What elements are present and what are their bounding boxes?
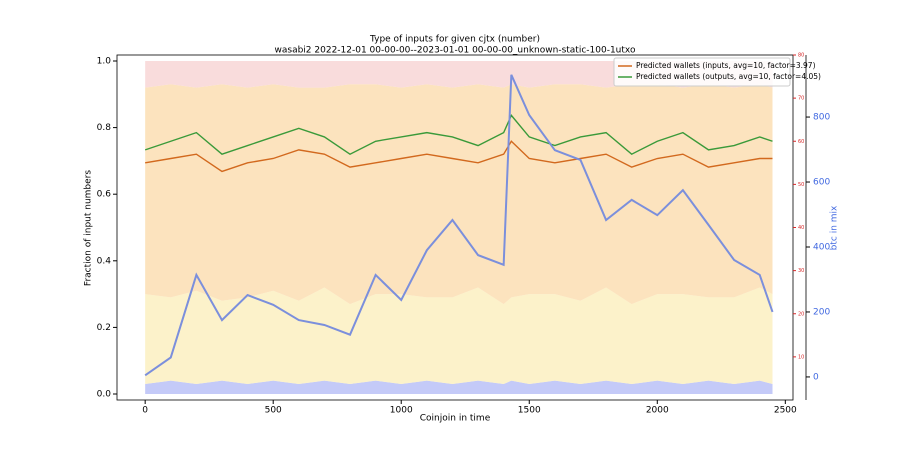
y2-tick-label: 20 <box>798 311 804 317</box>
x-tick-label: 2000 <box>646 406 669 416</box>
x-axis-label: Coinjoin in time <box>420 414 491 424</box>
y-tick-label: 1.0 <box>97 56 112 66</box>
x-tick-label: 2500 <box>774 406 797 416</box>
y-tick-label: 0.8 <box>97 123 112 133</box>
y2-tick-label: 40 <box>798 225 804 231</box>
y2-tick-label: 30 <box>798 268 804 274</box>
y-tick-label: 0.6 <box>97 190 112 200</box>
stacked-area <box>145 380 773 395</box>
chart-subtitle: wasabi2 2022-12-01 00-00-00--2023-01-01 … <box>275 46 636 56</box>
y2-tick-label: 60 <box>798 139 804 145</box>
y2-tick-label: 80 <box>798 53 804 59</box>
y3-tick-label: 0 <box>813 372 819 382</box>
y2-tick-label: 10 <box>798 354 804 360</box>
y3-tick-label: 600 <box>813 178 830 188</box>
y-axis-label: Fraction of input numbers <box>84 170 94 286</box>
legend-label: Predicted wallets (outputs, avg=10, fact… <box>636 72 821 81</box>
series-line <box>144 74 774 377</box>
legend-label: Predicted wallets (inputs, avg=10, facto… <box>636 61 816 70</box>
y-tick-label: 0.4 <box>97 256 112 266</box>
y3-axis-label: btc in mix <box>830 205 840 250</box>
x-tick-label: 500 <box>265 406 282 416</box>
x-tick-label: 1000 <box>390 406 413 416</box>
y2-tick-label: 70 <box>798 96 804 102</box>
series-line <box>144 114 773 156</box>
legend-box <box>613 57 791 87</box>
x-tick-label: 0 <box>142 406 148 416</box>
x-tick-label: 1500 <box>518 406 541 416</box>
chart-title: Type of inputs for given cjtx (number) <box>369 35 540 45</box>
stacked-area <box>145 287 773 385</box>
y-tick-label: 0.0 <box>97 390 112 400</box>
y2-tick-label: 50 <box>798 182 804 188</box>
y-tick-label: 0.2 <box>97 323 111 333</box>
stacked-area <box>145 84 773 305</box>
y3-tick-label: 800 <box>813 113 830 123</box>
y3-tick-label: 400 <box>813 242 830 252</box>
series-line <box>145 140 773 173</box>
y3-tick-label: 200 <box>813 307 830 317</box>
